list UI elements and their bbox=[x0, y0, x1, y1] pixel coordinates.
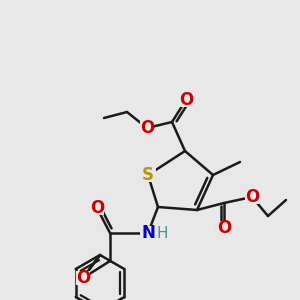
Text: O: O bbox=[140, 119, 154, 137]
Bar bbox=[140, 168, 156, 182]
Text: N: N bbox=[141, 224, 155, 242]
Bar bbox=[179, 93, 193, 107]
Bar bbox=[76, 271, 90, 285]
Bar bbox=[217, 221, 231, 235]
Bar bbox=[140, 226, 168, 240]
Text: O: O bbox=[245, 188, 259, 206]
Text: H: H bbox=[156, 226, 168, 241]
Bar bbox=[245, 190, 259, 204]
Text: O: O bbox=[90, 199, 104, 217]
Text: O: O bbox=[76, 269, 90, 287]
Text: S: S bbox=[142, 166, 154, 184]
Text: O: O bbox=[217, 219, 231, 237]
Bar bbox=[90, 201, 104, 215]
Bar bbox=[140, 121, 154, 135]
Text: O: O bbox=[179, 91, 193, 109]
